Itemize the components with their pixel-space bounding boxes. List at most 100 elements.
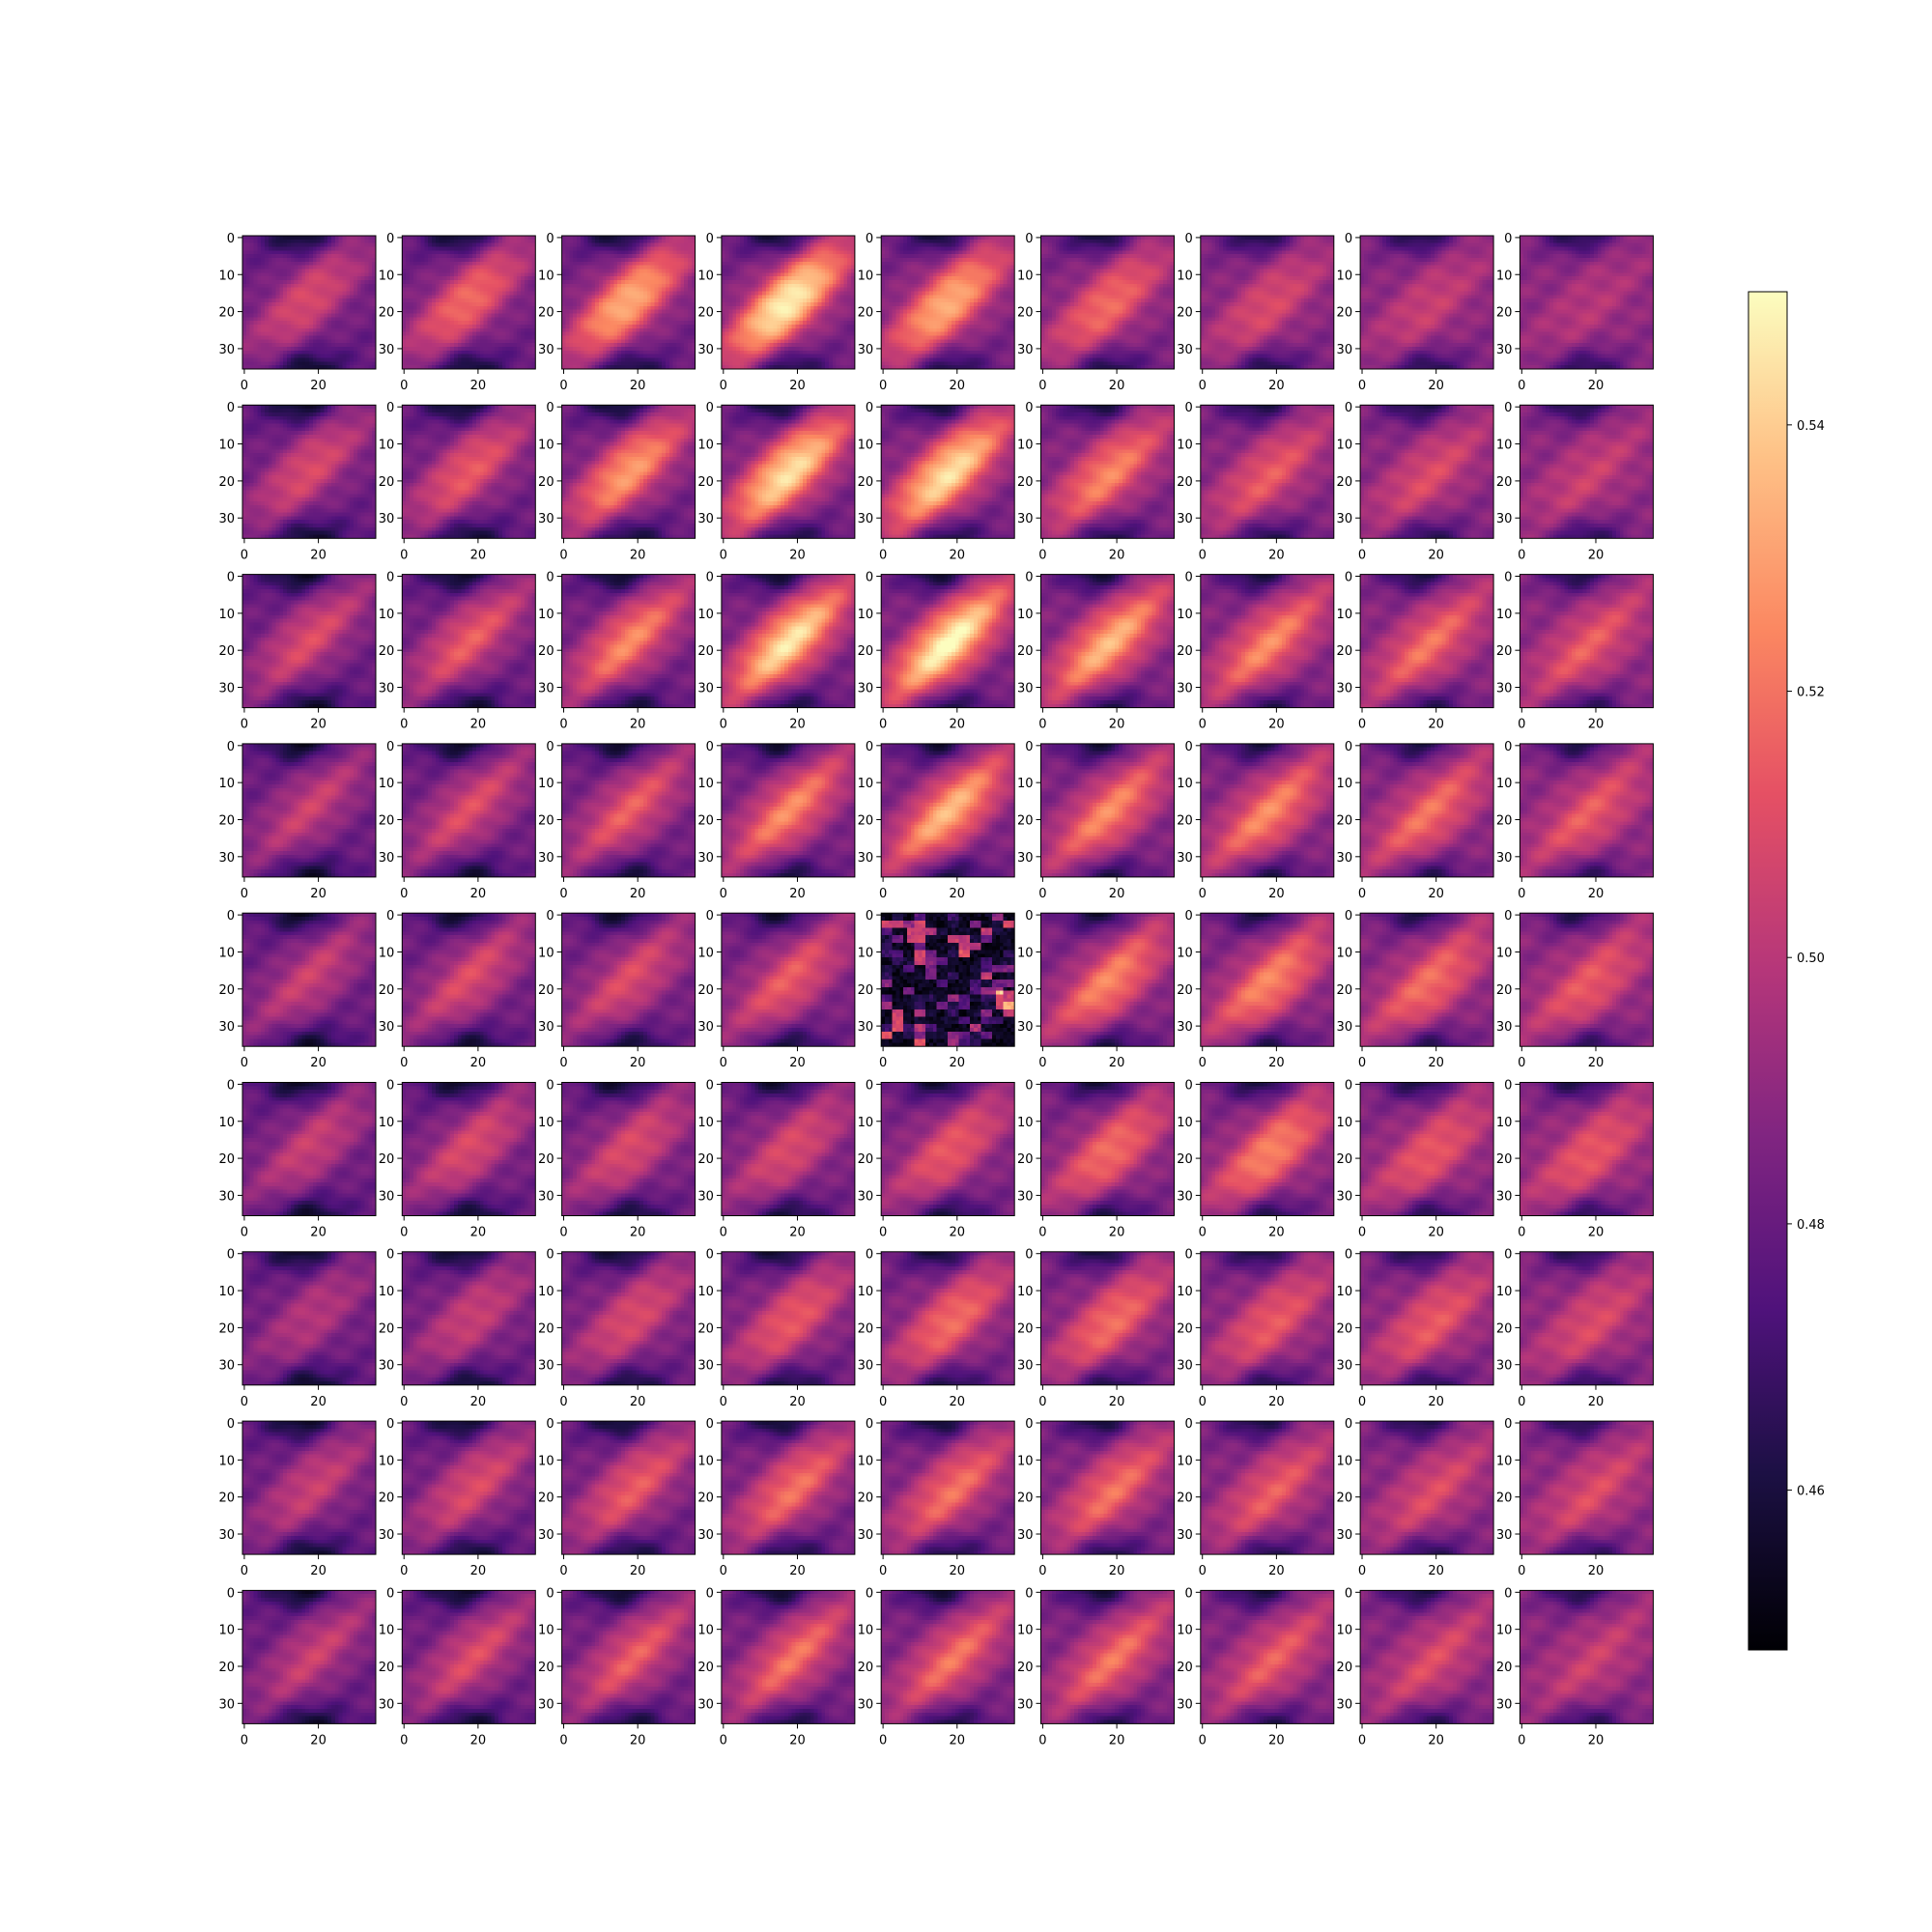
x-tick-label: 20 xyxy=(630,1733,646,1747)
x-tick-label: 0 xyxy=(559,1733,567,1747)
panel-image xyxy=(1200,1082,1334,1216)
y-tick-label: 10 xyxy=(538,1624,554,1638)
y-tick-label: 10 xyxy=(697,1116,714,1130)
y-tick-label: 0 xyxy=(1504,1417,1512,1432)
y-tick-label: 30 xyxy=(1337,682,1353,696)
panel-image xyxy=(881,743,1015,877)
panel-r3-c3: 0 10 20 30 0 20 xyxy=(538,571,696,732)
y-tick-label: 30 xyxy=(1337,851,1353,866)
panel-r5-c6: 0 10 20 30 0 20 xyxy=(1017,909,1175,1070)
y-tick-label: 30 xyxy=(1017,1020,1034,1035)
y-tick-label: 30 xyxy=(1337,343,1353,357)
panel-frame xyxy=(401,912,536,1047)
panel-r9-c7: 0 10 20 30 0 20 xyxy=(1177,1586,1335,1747)
panel-image xyxy=(242,405,376,539)
y-tick-label: 0 xyxy=(1504,1248,1512,1263)
y-tick-label: 10 xyxy=(1177,439,1193,453)
y-tick-label: 20 xyxy=(379,983,395,998)
y-tick-label: 0 xyxy=(706,1248,714,1263)
y-tick-label: 20 xyxy=(697,306,714,321)
x-tick-label: 0 xyxy=(241,718,248,732)
y-tick-label: 10 xyxy=(858,1454,874,1468)
y-tick-label: 0 xyxy=(706,1417,714,1432)
panel-r8-c7: 0 10 20 30 0 20 xyxy=(1177,1417,1335,1578)
y-tick-label: 10 xyxy=(1496,1116,1513,1130)
colorbar: 0.46 0.48 0.50 0.52 0.54 xyxy=(1747,291,1825,1651)
x-tick-label: 0 xyxy=(400,718,408,732)
panel-frame xyxy=(242,1420,377,1555)
y-tick-label: 20 xyxy=(697,1492,714,1506)
y-tick-label: 30 xyxy=(1177,1189,1193,1204)
x-tick-label: 20 xyxy=(470,379,487,393)
y-tick-label: 10 xyxy=(218,1116,235,1130)
x-tick-label: 20 xyxy=(1268,548,1285,562)
panel-frame xyxy=(401,574,536,709)
panel-r6-c3: 0 10 20 30 0 20 xyxy=(538,1078,696,1240)
panel-frame xyxy=(561,574,696,709)
panel-r1-c7: 0 10 20 30 0 20 xyxy=(1177,232,1335,393)
panel-r5-c2: 0 10 20 30 0 20 xyxy=(379,909,536,1070)
y-tick-label: 10 xyxy=(1337,946,1353,960)
x-tick-label: 20 xyxy=(310,1733,327,1747)
x-tick-label: 0 xyxy=(720,887,727,901)
x-tick-label: 20 xyxy=(310,1056,327,1070)
y-tick-label: 0 xyxy=(1504,401,1512,415)
y-tick-label: 0 xyxy=(227,740,235,754)
x-tick-label: 0 xyxy=(720,718,727,732)
y-tick-label: 30 xyxy=(1337,1528,1353,1543)
x-tick-label: 20 xyxy=(789,1395,806,1409)
panel-r8-c9: 0 10 20 30 0 20 xyxy=(1496,1417,1654,1578)
y-tick-label: 30 xyxy=(1017,343,1034,357)
panel-r4-c5: 0 10 20 30 0 20 xyxy=(858,740,1015,901)
y-tick-label: 10 xyxy=(1177,777,1193,791)
y-tick-label: 20 xyxy=(379,1152,395,1167)
y-tick-label: 30 xyxy=(538,1697,554,1712)
y-tick-label: 10 xyxy=(218,439,235,453)
panel-frame xyxy=(1359,743,1494,878)
panel-image xyxy=(1520,1082,1654,1216)
x-tick-label: 0 xyxy=(559,548,567,562)
x-tick-label: 0 xyxy=(559,1564,567,1578)
y-tick-label: 0 xyxy=(1345,401,1352,415)
y-tick-label: 0 xyxy=(546,571,554,585)
y-tick-label: 30 xyxy=(858,1189,874,1204)
x-tick-label: 0 xyxy=(1038,548,1046,562)
y-tick-label: 30 xyxy=(1017,682,1034,696)
x-tick-label: 0 xyxy=(879,887,887,901)
y-tick-label: 10 xyxy=(1017,439,1034,453)
panel-frame xyxy=(401,743,536,878)
panel-r7-c3: 0 10 20 30 0 20 xyxy=(538,1248,696,1409)
panel-frame xyxy=(880,1251,1015,1386)
y-tick-label: 0 xyxy=(1025,740,1033,754)
x-tick-label: 0 xyxy=(1518,379,1525,393)
x-tick-label: 20 xyxy=(630,1226,646,1240)
x-tick-label: 20 xyxy=(1268,887,1285,901)
panel-image xyxy=(1040,1590,1175,1724)
y-tick-label: 30 xyxy=(1017,512,1034,526)
y-tick-label: 20 xyxy=(1496,644,1513,659)
x-tick-label: 0 xyxy=(1199,1395,1207,1409)
panel-r5-c4: 0 10 20 30 0 20 xyxy=(697,909,856,1070)
y-tick-label: 30 xyxy=(379,512,395,526)
panel-image xyxy=(402,405,536,539)
panel-image xyxy=(721,1590,855,1724)
y-tick-label: 10 xyxy=(697,608,714,622)
x-tick-label: 0 xyxy=(1358,548,1366,562)
panel-r3-c4: 0 10 20 30 0 20 xyxy=(697,571,856,732)
y-tick-label: 10 xyxy=(218,1624,235,1638)
y-tick-label: 20 xyxy=(538,813,554,828)
panel-frame xyxy=(242,743,377,878)
y-tick-label: 30 xyxy=(697,1528,714,1543)
x-tick-label: 0 xyxy=(1199,1733,1207,1747)
panel-image xyxy=(881,1590,1015,1724)
y-tick-label: 0 xyxy=(227,232,235,246)
x-tick-label: 20 xyxy=(1268,379,1285,393)
y-tick-label: 20 xyxy=(1337,644,1353,659)
panel-frame xyxy=(242,912,377,1047)
y-tick-label: 30 xyxy=(1496,512,1513,526)
panel-frame xyxy=(1200,235,1335,370)
y-tick-label: 20 xyxy=(858,644,874,659)
x-tick-label: 0 xyxy=(1518,1395,1525,1409)
y-tick-label: 30 xyxy=(697,1189,714,1204)
